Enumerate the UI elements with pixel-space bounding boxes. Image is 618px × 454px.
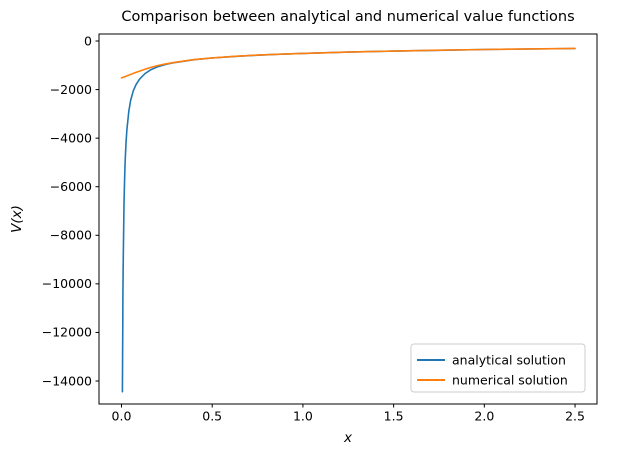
series-line-analytical-solution: [121, 47, 576, 393]
y-tick-label: −10000: [42, 276, 92, 291]
x-tick-label: 1.5: [384, 409, 404, 424]
x-tick-label: 2.5: [565, 409, 585, 424]
series-line-numerical-solution: [120, 47, 576, 79]
x-axis-label: x: [343, 430, 353, 446]
y-tick-label: −8000: [50, 228, 92, 243]
chart-title: Comparison between analytical and numeri…: [121, 9, 574, 25]
x-tick-label: 0.5: [202, 409, 222, 424]
legend-box: [410, 343, 586, 393]
x-axis: 0.0 0.5 1.0 1.5 2.0 2.5: [112, 404, 585, 424]
x-tick-label: 1.0: [293, 409, 313, 424]
y-tick-label: −4000: [50, 130, 92, 145]
plot-border: [98, 33, 598, 405]
y-tick-label: −14000: [42, 373, 92, 388]
y-tick-label: 0: [84, 33, 92, 48]
y-axis: 0 −2000 −4000 −6000 −8000 −10000 −12000 −14000: [42, 33, 99, 388]
x-tick-label: 2.0: [474, 409, 494, 424]
y-axis-label: V(x): [9, 205, 25, 233]
y-tick-label: −6000: [50, 179, 92, 194]
legend-label-numerical: numerical solution: [452, 373, 568, 388]
y-tick-label: −12000: [42, 325, 92, 340]
legend-label-analytical: analytical solution: [452, 353, 566, 368]
x-tick-label: 0.0: [112, 409, 132, 424]
series-lines: [120, 47, 576, 393]
legend: analytical solution numerical solution: [410, 343, 586, 393]
y-tick-label: −2000: [50, 82, 92, 97]
